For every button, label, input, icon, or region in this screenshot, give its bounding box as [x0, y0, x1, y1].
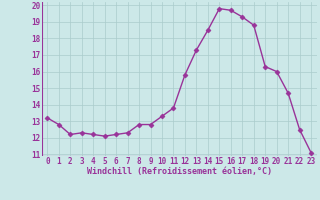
- X-axis label: Windchill (Refroidissement éolien,°C): Windchill (Refroidissement éolien,°C): [87, 167, 272, 176]
